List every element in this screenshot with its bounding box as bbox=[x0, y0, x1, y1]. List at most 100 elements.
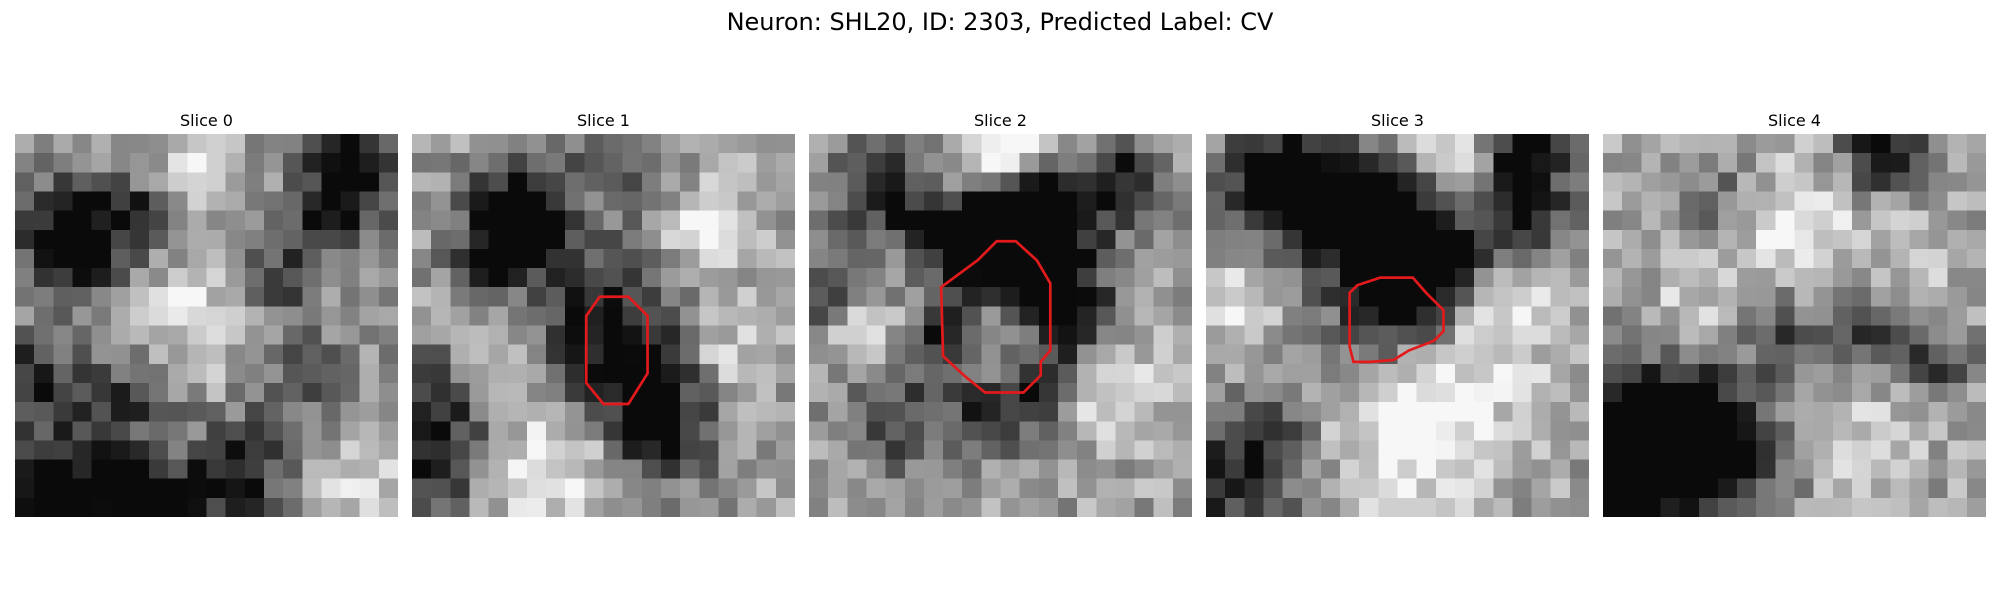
slice-title: Slice 3 bbox=[1371, 111, 1424, 130]
image-pixel bbox=[1134, 382, 1155, 403]
image-pixel bbox=[1890, 440, 1910, 460]
image-pixel bbox=[340, 402, 361, 422]
image-pixel bbox=[1569, 497, 1589, 517]
image-pixel bbox=[981, 287, 1001, 307]
image-pixel bbox=[431, 306, 451, 326]
image-pixel bbox=[1717, 440, 1738, 460]
image-pixel bbox=[110, 191, 131, 211]
image-pixel bbox=[1115, 459, 1135, 480]
image-pixel bbox=[1641, 497, 1661, 517]
image-pixel bbox=[1340, 382, 1360, 403]
image-pixel bbox=[15, 478, 35, 499]
image-pixel bbox=[1698, 421, 1719, 441]
image-pixel bbox=[828, 382, 848, 403]
image-pixel bbox=[431, 363, 451, 384]
image-pixel bbox=[72, 172, 92, 192]
image-pixel bbox=[1340, 153, 1360, 173]
image-pixel bbox=[1679, 134, 1700, 154]
image-pixel bbox=[1928, 153, 1949, 173]
image-pixel bbox=[225, 363, 246, 384]
image-pixel bbox=[1225, 363, 1245, 384]
image-pixel bbox=[1172, 229, 1192, 250]
image-pixel bbox=[526, 248, 547, 269]
image-pixel bbox=[34, 459, 54, 480]
image-pixel bbox=[584, 229, 604, 250]
image-pixel bbox=[168, 497, 188, 517]
image-pixel bbox=[450, 402, 470, 422]
image-pixel bbox=[1244, 421, 1264, 441]
image-pixel bbox=[1832, 134, 1853, 154]
image-pixel bbox=[1115, 402, 1135, 422]
image-pixel bbox=[15, 363, 35, 384]
image-pixel bbox=[1057, 421, 1078, 441]
image-pixel bbox=[340, 497, 361, 517]
image-pixel bbox=[1057, 478, 1078, 499]
image-pixel bbox=[244, 459, 265, 480]
image-pixel bbox=[1493, 306, 1513, 326]
image-pixel bbox=[1115, 268, 1135, 288]
image-pixel bbox=[283, 440, 303, 460]
image-pixel bbox=[718, 306, 738, 326]
image-pixel bbox=[866, 402, 886, 422]
image-pixel bbox=[283, 172, 303, 192]
image-pixel bbox=[129, 363, 150, 384]
image-pixel bbox=[168, 153, 188, 173]
image-pixel bbox=[450, 134, 470, 154]
image-pixel bbox=[340, 325, 361, 346]
image-pixel bbox=[866, 287, 886, 307]
image-pixel bbox=[507, 172, 528, 192]
image-pixel bbox=[263, 210, 284, 231]
image-pixel bbox=[283, 382, 303, 403]
image-pixel bbox=[1057, 287, 1078, 307]
image-pixel bbox=[1851, 382, 1872, 403]
image-pixel bbox=[1717, 134, 1738, 154]
image-pixel bbox=[1603, 421, 1623, 441]
image-pixel bbox=[1890, 191, 1910, 211]
image-pixel bbox=[450, 363, 470, 384]
image-pixel bbox=[1966, 325, 1986, 346]
image-pixel bbox=[847, 402, 867, 422]
image-pixel bbox=[885, 229, 906, 250]
image-pixel bbox=[1474, 191, 1494, 211]
image-pixel bbox=[1756, 440, 1776, 460]
image-pixel bbox=[1947, 287, 1968, 307]
image-pixel bbox=[622, 191, 643, 211]
image-pixel bbox=[1019, 153, 1040, 173]
image-pixel bbox=[1115, 344, 1135, 365]
image-pixel bbox=[680, 440, 700, 460]
image-pixel bbox=[53, 153, 73, 173]
image-pixel bbox=[1756, 382, 1776, 403]
image-pixel bbox=[1603, 153, 1623, 173]
image-pixel bbox=[1206, 268, 1226, 288]
image-pixel bbox=[1000, 210, 1021, 231]
image-pixel bbox=[1435, 268, 1456, 288]
image-pixel bbox=[206, 382, 227, 403]
image-pixel bbox=[641, 153, 662, 173]
image-pixel bbox=[1531, 287, 1552, 307]
image-pixel bbox=[1531, 421, 1552, 441]
image-pixel bbox=[91, 248, 112, 269]
image-pixel bbox=[1057, 459, 1078, 480]
image-pixel bbox=[283, 421, 303, 441]
image-pixel bbox=[1851, 210, 1872, 231]
image-pixel bbox=[737, 344, 758, 365]
image-pixel bbox=[431, 344, 451, 365]
image-pixel bbox=[1474, 344, 1494, 365]
image-pixel bbox=[450, 268, 470, 288]
image-pixel bbox=[1909, 134, 1929, 154]
image-pixel bbox=[1890, 382, 1910, 403]
image-pixel bbox=[1416, 440, 1437, 460]
image-pixel bbox=[943, 172, 963, 192]
image-pixel bbox=[110, 440, 131, 460]
image-pixel bbox=[737, 210, 758, 231]
image-pixel bbox=[1756, 268, 1776, 288]
image-pixel bbox=[1641, 344, 1661, 365]
image-pixel bbox=[91, 440, 112, 460]
image-pixel bbox=[546, 172, 566, 192]
image-pixel bbox=[1966, 210, 1986, 231]
image-pixel bbox=[110, 478, 131, 499]
image-pixel bbox=[225, 478, 246, 499]
image-pixel bbox=[1890, 497, 1910, 517]
image-pixel bbox=[283, 268, 303, 288]
image-pixel bbox=[1512, 153, 1532, 173]
